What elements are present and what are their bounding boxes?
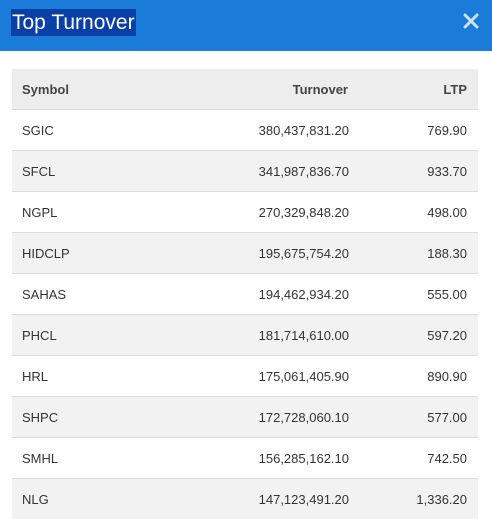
column-header-turnover[interactable]: Turnover <box>163 69 351 110</box>
ltp-cell: 577.00 <box>351 397 478 438</box>
turnover-cell: 380,437,831.20 <box>163 110 351 151</box>
table-row[interactable]: SGIC 380,437,831.20 769.90 <box>12 110 478 151</box>
symbol-cell: SHPC <box>12 397 163 438</box>
table-row[interactable]: SAHAS 194,462,934.20 555.00 <box>12 274 478 315</box>
table-row[interactable]: PHCL 181,714,610.00 597.20 <box>12 315 478 356</box>
modal-title: Top Turnover <box>11 9 136 36</box>
turnover-cell: 195,675,754.20 <box>163 233 351 274</box>
turnover-cell: 181,714,610.00 <box>163 315 351 356</box>
turnover-table: Symbol Turnover LTP SGIC 380,437,831.20 … <box>12 69 478 519</box>
ltp-cell: 933.70 <box>351 151 478 192</box>
turnover-cell: 341,987,836.70 <box>163 151 351 192</box>
column-header-symbol[interactable]: Symbol <box>12 69 163 110</box>
symbol-cell: NGPL <box>12 192 163 233</box>
ltp-cell: 890.90 <box>351 356 478 397</box>
symbol-cell: SGIC <box>12 110 163 151</box>
ltp-cell: 188.30 <box>351 233 478 274</box>
ltp-cell: 555.00 <box>351 274 478 315</box>
table-row[interactable]: SHPC 172,728,060.10 577.00 <box>12 397 478 438</box>
turnover-cell: 172,728,060.10 <box>163 397 351 438</box>
ltp-cell: 498.00 <box>351 192 478 233</box>
turnover-cell: 147,123,491.20 <box>163 479 351 519</box>
table-row[interactable]: NGPL 270,329,848.20 498.00 <box>12 192 478 233</box>
ltp-cell: 769.90 <box>351 110 478 151</box>
ltp-cell: 1,336.20 <box>351 479 478 519</box>
table-row[interactable]: NLG 147,123,491.20 1,336.20 <box>12 479 478 519</box>
symbol-cell: HIDCLP <box>12 233 163 274</box>
table-row[interactable]: HIDCLP 195,675,754.20 188.30 <box>12 233 478 274</box>
symbol-cell: NLG <box>12 479 163 519</box>
symbol-cell: SAHAS <box>12 274 163 315</box>
symbol-cell: SFCL <box>12 151 163 192</box>
symbol-cell: PHCL <box>12 315 163 356</box>
ltp-cell: 597.20 <box>351 315 478 356</box>
top-turnover-modal: Top Turnover Symbol Turnover LTP SGIC 38… <box>0 0 492 489</box>
table-row[interactable]: SMHL 156,285,162.10 742.50 <box>12 438 478 479</box>
table-row[interactable]: HRL 175,061,405.90 890.90 <box>12 356 478 397</box>
ltp-cell: 742.50 <box>351 438 478 479</box>
symbol-cell: HRL <box>12 356 163 397</box>
table-row[interactable]: SFCL 341,987,836.70 933.70 <box>12 151 478 192</box>
symbol-cell: SMHL <box>12 438 163 479</box>
close-icon[interactable] <box>463 13 479 29</box>
turnover-cell: 156,285,162.10 <box>163 438 351 479</box>
turnover-cell: 270,329,848.20 <box>163 192 351 233</box>
modal-header: Top Turnover <box>0 0 492 51</box>
turnover-cell: 194,462,934.20 <box>163 274 351 315</box>
turnover-cell: 175,061,405.90 <box>163 356 351 397</box>
turnover-table-container: Symbol Turnover LTP SGIC 380,437,831.20 … <box>12 69 478 519</box>
table-header-row: Symbol Turnover LTP <box>12 69 478 110</box>
column-header-ltp[interactable]: LTP <box>351 69 478 110</box>
